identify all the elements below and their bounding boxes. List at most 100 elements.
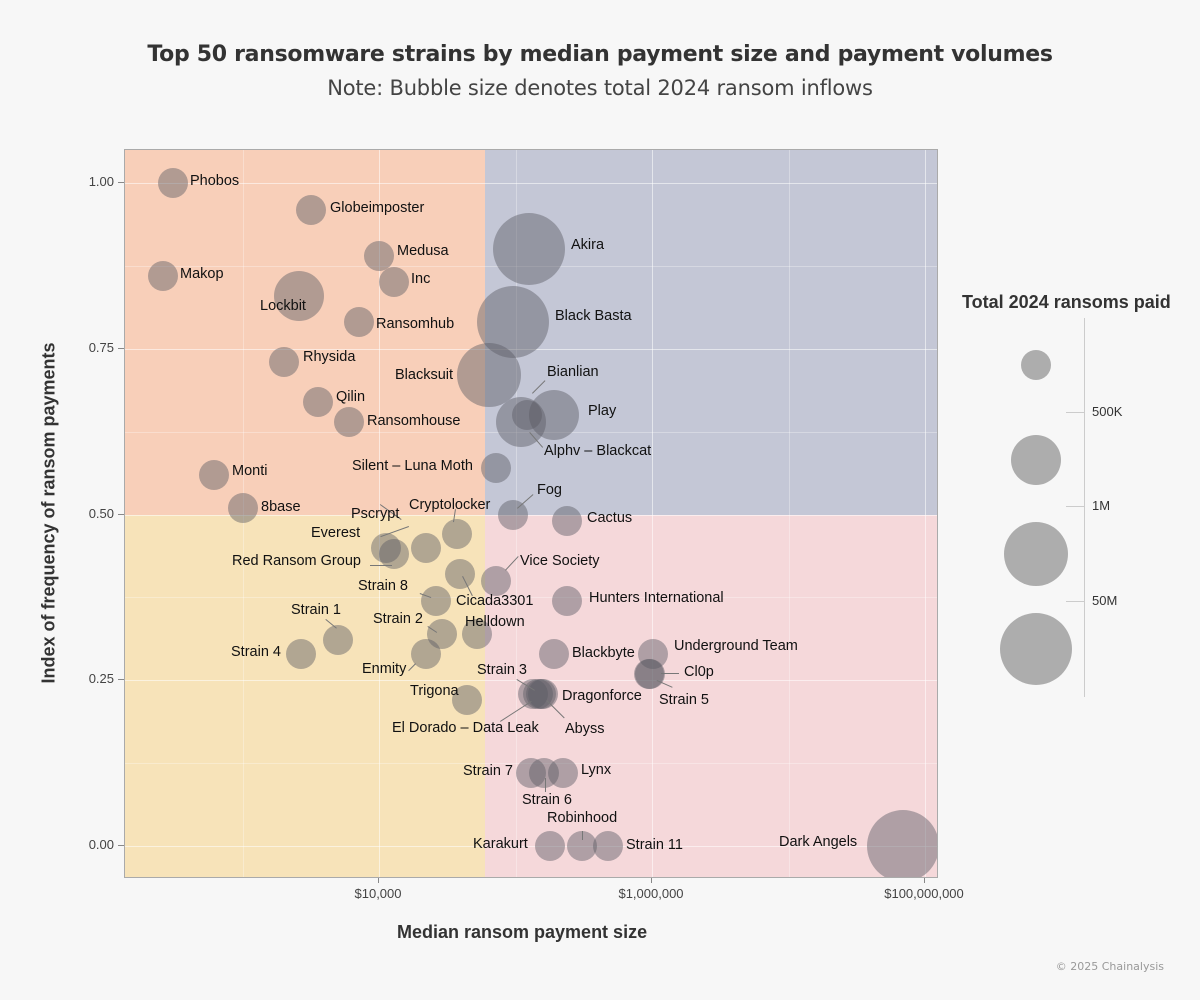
bubble-rhysida [268, 347, 299, 377]
point-label: Qilin [336, 389, 366, 405]
point-label: Ransomhub [376, 316, 455, 332]
bubble-globeimposter [296, 194, 327, 225]
point-label: Globeimposter [330, 200, 425, 216]
point-label: Helldown [465, 614, 525, 630]
point-label: Pscrypt [351, 506, 400, 522]
point-label: Strain 5 [659, 692, 709, 708]
point-label: Silent – Luna Moth [352, 458, 473, 474]
bubble-dark-angels [867, 810, 937, 877]
legend-bubble-small [1021, 350, 1051, 380]
bubble-8base [227, 492, 258, 523]
point-label: Black Basta [555, 308, 632, 324]
bubble-makop [147, 260, 178, 291]
point-label: Vice Society [520, 553, 600, 569]
point-label: Blacksuit [395, 367, 454, 383]
quadrant-bottom-right [485, 514, 937, 877]
gridline-horizontal [125, 348, 937, 350]
point-label: Alphv – Blackcat [544, 443, 652, 459]
point-label: Fog [537, 482, 562, 498]
bubble-everest [370, 532, 401, 563]
bubble-cryptolocker [441, 519, 472, 550]
legend-tick [1066, 412, 1084, 413]
bubble-lynx [548, 758, 579, 789]
point-label: Inc [411, 271, 431, 287]
point-label: Red Ransom Group [232, 553, 361, 569]
point-label: Cl0p [684, 664, 714, 680]
bubble-strain-4 [286, 638, 317, 669]
bubble-black-basta [477, 286, 550, 359]
y-tick-label: 0.00 [88, 837, 114, 852]
point-label: Cryptolocker [409, 497, 491, 513]
gridline-vertical [788, 150, 790, 877]
bubble-phobos [158, 168, 189, 198]
point-label: Strain 8 [358, 578, 408, 594]
legend-tick [1066, 506, 1084, 507]
y-tick-label: 0.50 [88, 505, 114, 521]
point-label: Dark Angels [779, 834, 858, 850]
plot-area [124, 149, 938, 878]
bubble-blacksuit [457, 343, 522, 408]
bubble-strain-5 [633, 658, 664, 689]
point-label: Strain 6 [522, 792, 572, 808]
point-label: Strain 7 [463, 763, 513, 779]
point-label: Enmity [362, 661, 407, 677]
chart-title: Top 50 ransomware strains by median paym… [147, 42, 1053, 67]
bubble-strain-8 [420, 585, 451, 616]
legend-title: Total 2024 ransoms paid [962, 292, 1171, 312]
point-label: Dragonforce [562, 688, 642, 704]
bubble-vice-society [481, 565, 512, 596]
gridline-vertical [652, 150, 653, 877]
point-label: Strain 4 [231, 644, 281, 660]
point-label: Underground Team [674, 638, 798, 654]
label-leader-line [370, 565, 392, 566]
point-label: Lynx [581, 762, 612, 778]
bubble-akira [492, 213, 565, 286]
bubble-silent-luna-moth [481, 453, 512, 484]
y-tick-mark [118, 347, 124, 349]
bubble-play [528, 390, 579, 441]
x-tick-mark [924, 878, 925, 883]
copyright-credit: © 2025 Chainalysis [1055, 960, 1164, 973]
bubble-karakurt [535, 831, 566, 861]
bubble-bianlian [511, 400, 542, 431]
point-label: Everest [311, 525, 361, 541]
legend-break-1m: 1M [1092, 498, 1111, 513]
bubble-fog [498, 499, 529, 530]
point-label: Blackbyte [572, 645, 635, 661]
bubble-blackbyte [538, 638, 569, 669]
y-tick-label: 0.25 [88, 671, 114, 687]
gridline-horizontal [125, 183, 937, 184]
point-label: Strain 1 [291, 602, 341, 618]
bubble-inc [379, 267, 410, 298]
legend-bubble-xlarge [1000, 613, 1072, 685]
y-tick-mark [118, 182, 124, 183]
point-label: Ransomhouse [367, 413, 461, 429]
bubble-ransomhub [343, 307, 374, 338]
point-label: Lockbit [260, 298, 306, 314]
bubble-abyss [527, 678, 558, 709]
legend-bubble-large [1004, 522, 1068, 586]
bubble-ransomhouse [333, 406, 364, 437]
point-label: Rhysida [303, 349, 356, 365]
bubble-underground-team [638, 638, 669, 669]
bubble-cicada3301 [444, 559, 475, 590]
y-axis-label: Index of frequency of ransom payments [38, 342, 59, 684]
bubble-qilin [303, 386, 334, 417]
point-label: Hunters International [589, 590, 724, 606]
point-label: Bianlian [547, 364, 599, 380]
bubble-strain-2 [427, 618, 458, 649]
point-label: Phobos [190, 173, 240, 189]
x-tick-label: $100,000,000 [884, 886, 964, 901]
bubble-helldown [461, 618, 492, 649]
point-label: Play [588, 403, 617, 419]
legend-tick [1066, 601, 1084, 602]
point-label: Monti [232, 463, 268, 479]
y-tick-label: 1.00 [88, 174, 114, 189]
bubble-pscrypt [410, 532, 441, 563]
point-label: El Dorado – Data Leak [392, 720, 539, 736]
point-label: Robinhood [547, 810, 618, 826]
point-label: Cactus [587, 510, 633, 526]
x-tick-label: $1,000,000 [618, 886, 684, 901]
point-label: Karakurt [473, 836, 528, 852]
gridline-horizontal [125, 597, 937, 599]
